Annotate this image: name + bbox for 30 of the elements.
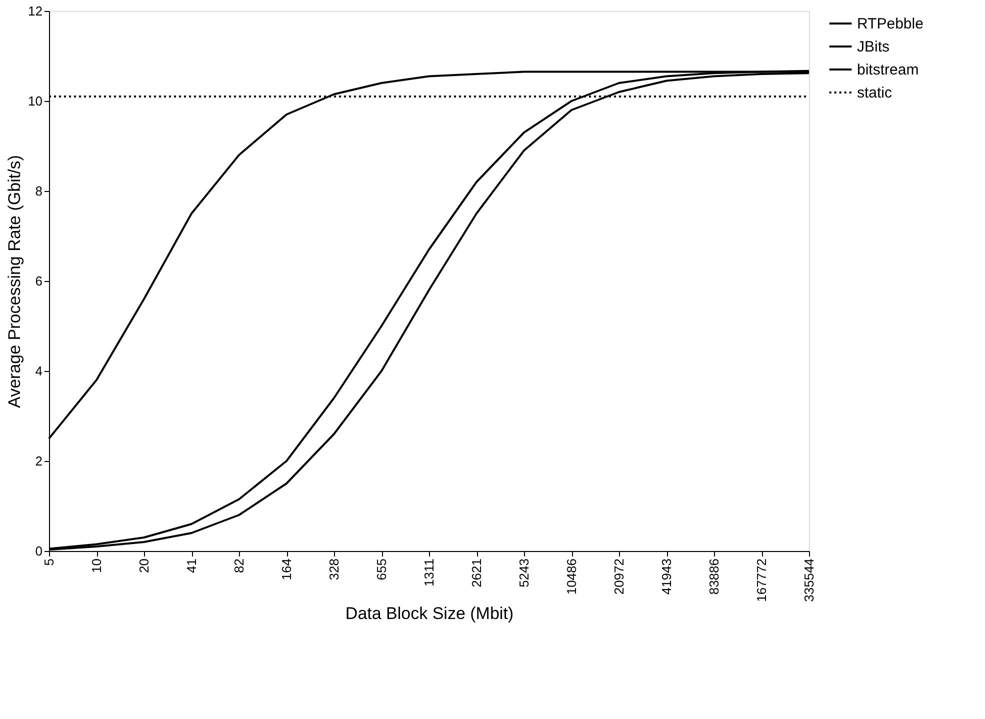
x-tick-label: 328 <box>326 558 342 580</box>
x-tick-label: 41943 <box>659 558 674 595</box>
legend-label: static <box>857 84 893 102</box>
y-tick-label: 12 <box>28 4 42 18</box>
x-tick-label: 41 <box>184 558 199 573</box>
y-tick-label: 2 <box>35 454 42 468</box>
x-tick-label: 655 <box>374 558 389 580</box>
y-tick-label: 0 <box>35 544 42 558</box>
x-tick-label: 5243 <box>516 558 532 588</box>
x-tick-label: 2621 <box>469 558 484 588</box>
x-tick-label: 5 <box>42 558 56 566</box>
x-tick-label: 167772 <box>754 558 769 602</box>
y-tick-label: 10 <box>28 94 42 108</box>
legend-label: JBits <box>857 38 890 56</box>
legend-label: bitstream <box>857 62 919 78</box>
x-tick-label: 83886 <box>706 558 722 595</box>
legend-label: RTPebble <box>857 16 924 32</box>
x-tick-label: 20972 <box>612 558 626 595</box>
x-tick-label: 10486 <box>564 558 579 595</box>
x-axis-title: Data Block Size (Mbit) <box>345 604 514 623</box>
x-tick-label: 335544 <box>802 558 816 602</box>
x-tick-label: 10 <box>89 558 104 573</box>
x-tick-label: 164 <box>279 558 294 580</box>
y-tick-label: 6 <box>35 274 42 288</box>
y-tick-label: 4 <box>35 364 42 378</box>
x-tick-label: 1311 <box>422 558 436 586</box>
y-tick-label: 8 <box>35 184 42 198</box>
x-tick-label: 20 <box>136 558 152 573</box>
y-axis-title: Average Processing Rate (Gbit/s) <box>5 155 24 408</box>
x-tick-label: 82 <box>232 558 246 573</box>
